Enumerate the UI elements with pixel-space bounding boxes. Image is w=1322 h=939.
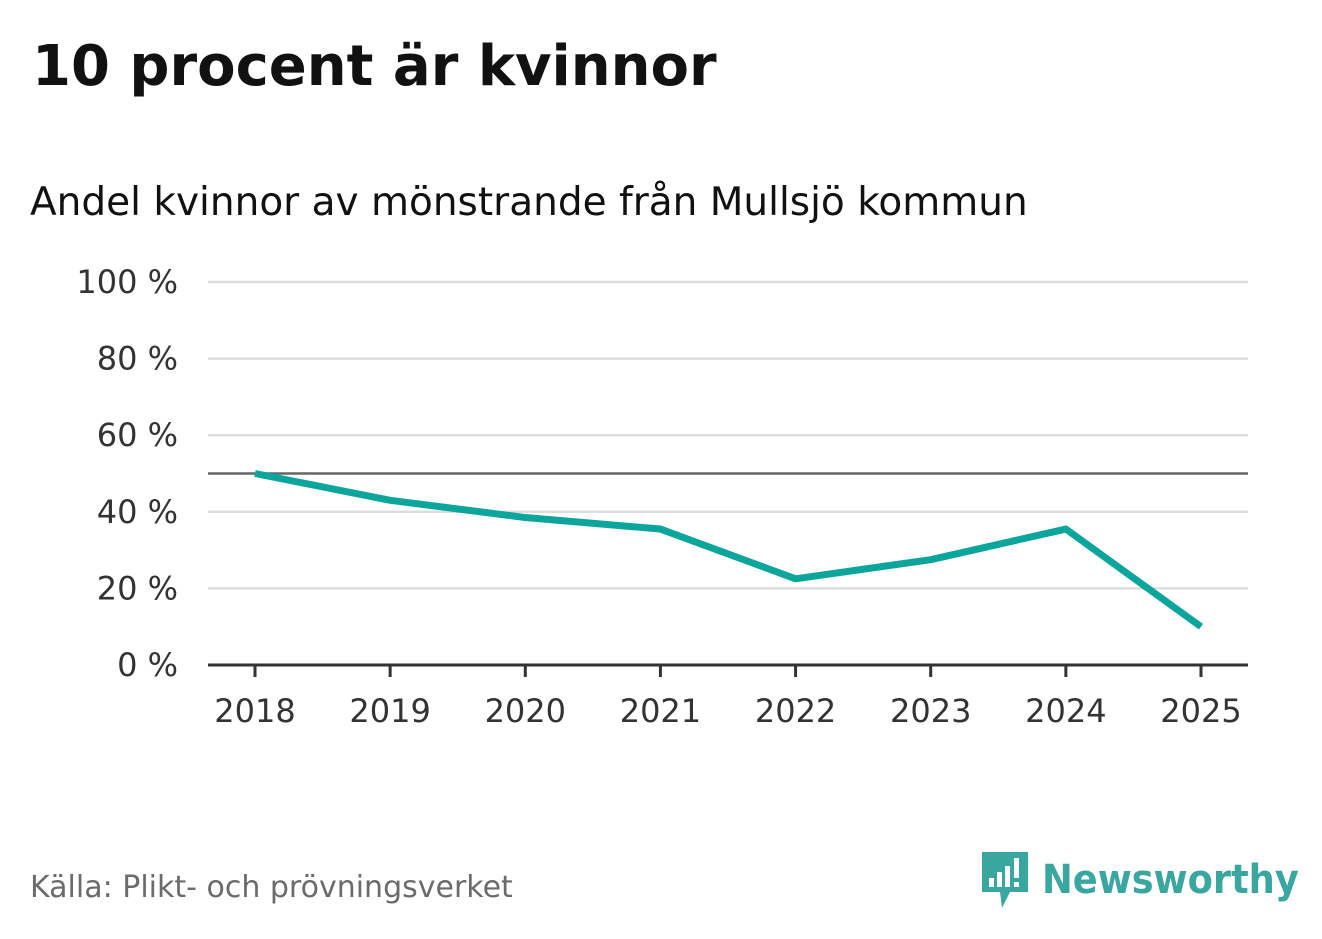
brand-name: Newsworthy	[1042, 857, 1299, 903]
brand-logo: Newsworthy	[980, 850, 1321, 910]
x-axis	[208, 663, 1248, 677]
series-group	[254, 470, 1204, 630]
x-tick-label: 2022	[755, 692, 836, 730]
newsworthy-logo-icon	[982, 852, 1028, 908]
x-axis-tick-labels: 2018 2019 2020 2021 2022 2023 2024 2025	[214, 692, 1241, 730]
y-tick-label: 0 %	[117, 646, 178, 684]
y-tick-label: 60 %	[97, 416, 178, 454]
x-tick-label: 2019	[349, 692, 430, 730]
chart-title: 10 procent är kvinnor	[32, 34, 717, 99]
y-tick-label: 80 %	[97, 340, 178, 378]
y-tick-label: 20 %	[97, 569, 178, 607]
chart-subtitle: Andel kvinnor av mönstrande från Mullsjö…	[30, 180, 1028, 225]
x-tick-label: 2020	[485, 692, 566, 730]
source-note: Källa: Plikt- och prövningsverket	[30, 870, 513, 905]
x-tick-label: 2018	[214, 692, 295, 730]
x-tick-label: 2021	[620, 692, 701, 730]
x-tick-label: 2023	[890, 692, 971, 730]
y-tick-label: 100 %	[76, 263, 178, 301]
y-tick-label: 40 %	[97, 493, 178, 531]
grid-lines	[208, 280, 1248, 590]
x-tick-label: 2025	[1160, 692, 1241, 730]
series-line	[254, 470, 1204, 630]
y-axis-tick-labels: 0 % 20 % 40 % 60 % 80 % 100 %	[76, 263, 178, 684]
x-tick-label: 2024	[1025, 692, 1106, 730]
